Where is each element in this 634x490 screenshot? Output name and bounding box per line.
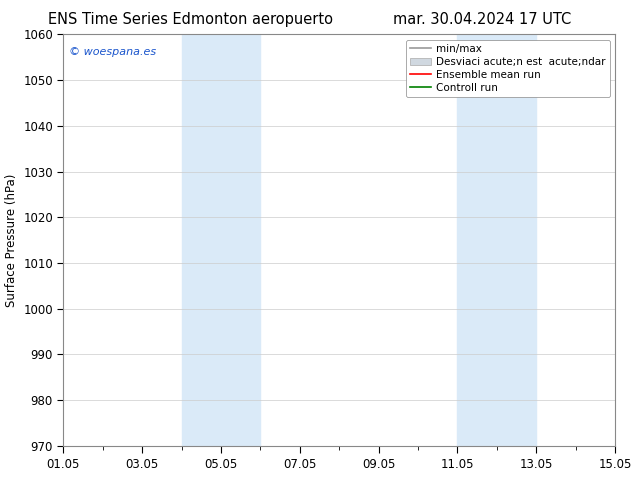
Text: mar. 30.04.2024 17 UTC: mar. 30.04.2024 17 UTC xyxy=(392,12,571,27)
Bar xyxy=(181,34,261,446)
Bar xyxy=(457,34,536,446)
Text: © woespana.es: © woespana.es xyxy=(69,47,156,57)
Text: ENS Time Series Edmonton aeropuerto: ENS Time Series Edmonton aeropuerto xyxy=(48,12,333,27)
Y-axis label: Surface Pressure (hPa): Surface Pressure (hPa) xyxy=(4,173,18,307)
Legend: min/max, Desviaci acute;n est  acute;ndar, Ensemble mean run, Controll run: min/max, Desviaci acute;n est acute;ndar… xyxy=(406,40,610,97)
